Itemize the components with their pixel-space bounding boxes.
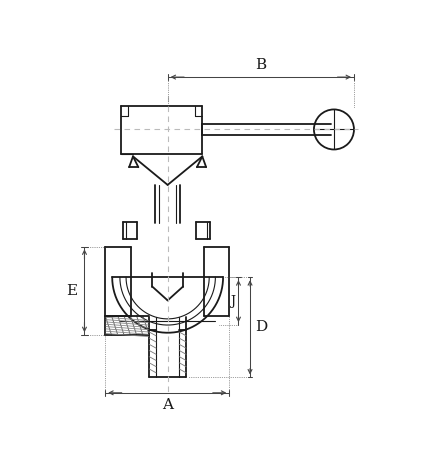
Text: E: E: [67, 284, 77, 298]
Text: J: J: [229, 295, 234, 308]
Text: D: D: [256, 320, 268, 334]
Text: A: A: [162, 398, 173, 412]
Text: B: B: [255, 58, 266, 72]
